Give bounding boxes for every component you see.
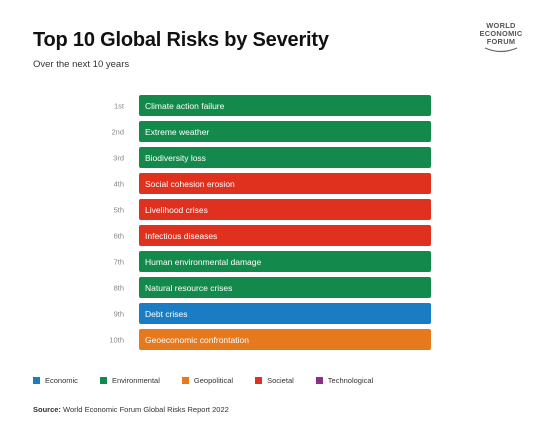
risk-label-extreme-weather: Extreme weather bbox=[145, 127, 209, 137]
logo-line-2: ECONOMIC bbox=[479, 29, 523, 38]
chart-title: Top 10 Global Risks by Severity bbox=[33, 29, 329, 51]
risk-bar-extreme-weather bbox=[139, 121, 431, 142]
source-note: Source: World Economic Forum Global Risk… bbox=[33, 405, 229, 414]
legend-swatch-economic bbox=[33, 377, 40, 384]
legend-item-societal: Societal bbox=[255, 376, 294, 385]
legend-label-economic: Economic bbox=[45, 376, 78, 385]
source-text: World Economic Forum Global Risks Report… bbox=[63, 405, 229, 414]
logo-arc-icon bbox=[484, 47, 518, 53]
risk-bar-biodiversity-loss bbox=[139, 147, 431, 168]
wef-logo: WORLD ECONOMIC FORUM bbox=[470, 22, 532, 66]
risk-label-debt-crises: Debt crises bbox=[145, 309, 188, 319]
risk-bar-debt-crises bbox=[139, 303, 431, 324]
legend-label-environmental: Environmental bbox=[111, 376, 160, 385]
risk-bar-livelihood-crises bbox=[139, 199, 431, 220]
risk-label-infectious-diseases: Infectious diseases bbox=[145, 231, 217, 241]
risk-label-livelihood-crises: Livelihood crises bbox=[145, 205, 208, 215]
risk-label-biodiversity-loss: Biodiversity loss bbox=[145, 153, 206, 163]
risk-label-social-cohesion-erosion: Social cohesion erosion bbox=[145, 179, 235, 189]
legend-item-technological: Technological bbox=[315, 376, 374, 385]
risk-bar-infectious-diseases bbox=[139, 225, 431, 246]
risk-bar-geoeconomic-confrontation bbox=[139, 329, 431, 350]
legend-swatch-technological bbox=[315, 377, 323, 384]
rank-label-10: 10th bbox=[109, 336, 124, 345]
risk-label-human-environmental-damage: Human environmental damage bbox=[145, 257, 262, 267]
legend-item-geopolitical: Geopolitical bbox=[181, 376, 234, 385]
rank-label-4: 4th bbox=[114, 180, 124, 189]
logo-line-3: FORUM bbox=[486, 37, 516, 46]
legend-swatch-geopolitical bbox=[181, 377, 189, 384]
rank-label-9: 9th bbox=[114, 310, 124, 319]
legend-label-societal: Societal bbox=[267, 376, 294, 385]
legend-label-technological: Technological bbox=[327, 376, 374, 385]
legend-item-environmental: Environmental bbox=[99, 376, 160, 385]
risk-bar-human-environmental-damage bbox=[139, 251, 431, 272]
legend-item-economic: Economic bbox=[33, 376, 78, 385]
risk-bar-natural-resource-crises bbox=[139, 277, 431, 298]
legend: Economic Environmental Geopolitical Soci… bbox=[33, 376, 395, 385]
rank-label-8: 8th bbox=[114, 284, 124, 293]
risk-label-geoeconomic-confrontation: Geoeconomic confrontation bbox=[145, 335, 249, 345]
rank-label-1: 1st bbox=[114, 102, 125, 111]
legend-swatch-societal bbox=[255, 377, 263, 384]
risk-bar-social-cohesion-erosion bbox=[139, 173, 431, 194]
source-label: Source: bbox=[33, 405, 61, 414]
risk-label-natural-resource-crises: Natural resource crises bbox=[145, 283, 232, 293]
rank-label-2: 2nd bbox=[111, 128, 124, 137]
rank-label-6: 6th bbox=[114, 232, 124, 241]
chart-subtitle: Over the next 10 years bbox=[33, 59, 130, 70]
risk-label-climate-action-failure: Climate action failure bbox=[145, 101, 225, 111]
rank-label-7: 7th bbox=[114, 258, 124, 267]
logo-line-1: WORLD bbox=[486, 21, 516, 30]
legend-swatch-environmental bbox=[99, 377, 107, 384]
risk-bar-climate-action-failure bbox=[139, 95, 431, 116]
rank-label-5: 5th bbox=[114, 206, 124, 215]
rank-label-3: 3rd bbox=[113, 154, 124, 163]
legend-label-geopolitical: Geopolitical bbox=[193, 376, 234, 385]
